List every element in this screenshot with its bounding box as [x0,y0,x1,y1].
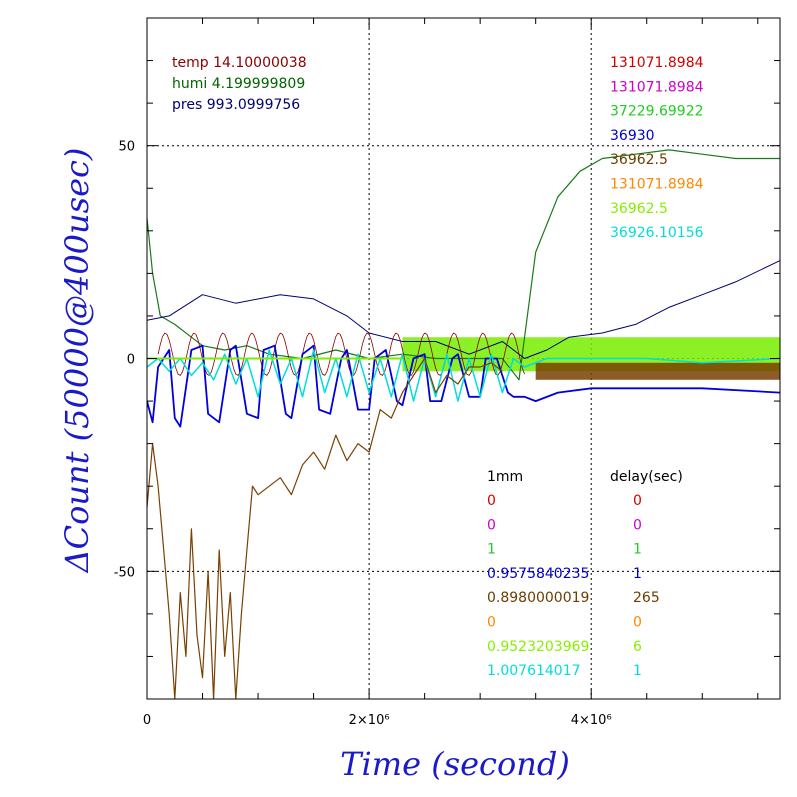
channel-value-3: 36930 [610,128,655,144]
x-tick-label-0: 0 [143,713,151,728]
table-cell-1mm-0: 0 [487,493,496,509]
series-line-2 [157,332,525,376]
table-header-1mm: 1mm [487,469,523,485]
x-tick-label-1: 2×10⁶ [349,713,390,728]
table-header-delay: delay(sec) [610,469,683,485]
table-cell-delay-6: 6 [633,639,642,655]
y-axis-title: ΔCount (50000@400usec) [58,148,96,575]
env-label-2: pres 993.0999756 [172,97,300,113]
table-cell-delay-7: 1 [633,663,642,679]
channel-value-4: 36962.5 [610,152,668,168]
channel-value-0: 131071.8984 [610,55,704,71]
table-cell-1mm-3: 0.9575840235 [487,566,589,582]
series-line-3 [147,344,780,428]
env-label-1: humi 4.199999809 [172,76,305,92]
x-axis-title: Time (second) [340,745,570,783]
axis-ticks [146,17,780,700]
table-cell-delay-3: 1 [633,566,642,582]
table-cell-delay-0: 0 [633,493,642,509]
channel-value-1: 131071.8984 [610,79,704,95]
env-labels: temp 14.10000038 humi 4.199999809 pres 993… [172,55,307,113]
table-cell-1mm-5: 0 [487,615,496,631]
table-cell-1mm-6: 0.9523203969 [487,639,589,655]
table-cell-delay-4: 265 [633,590,660,606]
series-line-5 [147,357,503,699]
brown-band [535,362,780,380]
tick-labels: 0 2×10⁶ 4×10⁶ 50 0 -50 [114,140,612,728]
channel-value-2: 37229.69922 [610,104,704,120]
table-cell-delay-2: 1 [633,542,642,558]
series-line-4 [147,349,780,402]
channel-value-5: 131071.8984 [610,177,704,193]
table-cell-1mm-1: 0 [487,517,496,533]
table-cell-1mm-4: 0.8980000019 [487,590,589,606]
x-tick-label-2: 4×10⁶ [571,713,612,728]
channel-value-7: 36926.10156 [610,225,704,241]
channel-values: 131071.8984 131071.8984 37229.69922 36930 36… [610,55,704,241]
env-label-0: temp 14.10000038 [172,55,307,71]
series-line-1 [147,260,780,359]
plot-area [147,149,780,699]
y-tick-label-2: -50 [114,565,135,580]
table-cell-delay-1: 0 [633,517,642,533]
table-cell-1mm-7: 1.007614017 [487,663,581,679]
table-cell-1mm-2: 1 [487,542,496,558]
y-tick-label-0: 50 [118,140,135,155]
channel-table: 1mm delay(sec) 0 0 0 0 1 1 0.9575840235 1 0.8980… [487,469,683,679]
channel-value-6: 36962.5 [610,201,668,217]
y-tick-label-1: 0 [127,353,135,368]
table-cell-delay-5: 0 [633,615,642,631]
